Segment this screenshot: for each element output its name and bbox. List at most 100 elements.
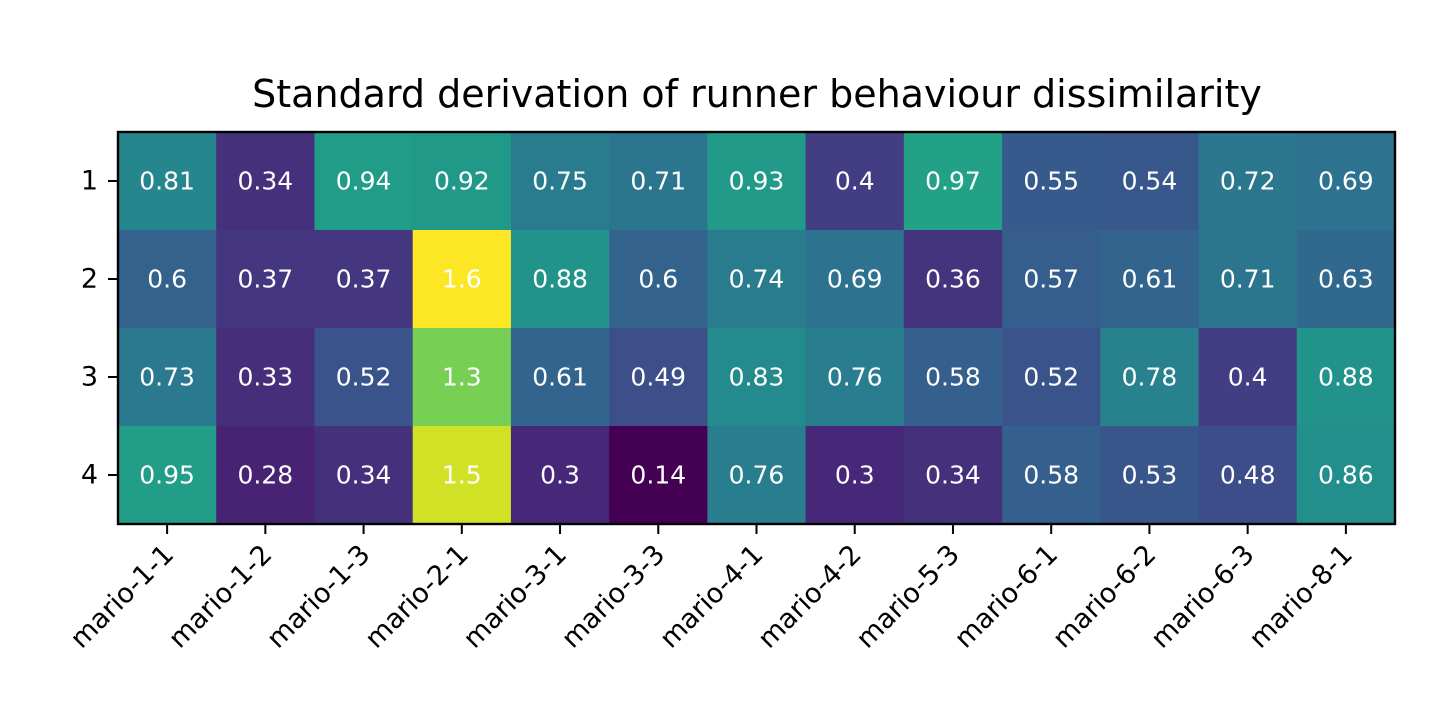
x-tick-label: mario-3-1 bbox=[458, 539, 573, 654]
heatmap-cell bbox=[1100, 132, 1200, 231]
y-axis: 1 2 3 4 bbox=[81, 166, 118, 491]
heatmap-cell bbox=[412, 230, 512, 329]
cell-value-label: 0.3 bbox=[540, 461, 580, 490]
cell-value-label: 0.37 bbox=[336, 265, 392, 294]
x-tick-label: mario-2-1 bbox=[359, 539, 474, 654]
heatmap-cell bbox=[707, 230, 807, 329]
cell-value-label: 0.36 bbox=[925, 265, 981, 294]
heatmap-cells bbox=[118, 132, 1396, 525]
cell-value-label: 0.6 bbox=[638, 265, 678, 294]
heatmap-cell bbox=[903, 426, 1003, 525]
heatmap-cell bbox=[1002, 426, 1101, 525]
cell-value-label: 0.61 bbox=[532, 363, 588, 392]
heatmap-cell bbox=[510, 328, 610, 427]
heatmap-cell bbox=[805, 230, 905, 329]
y-tick-label: 1 bbox=[81, 166, 98, 197]
x-tick-label: mario-6-3 bbox=[1145, 539, 1260, 654]
x-tick-label: mario-1-3 bbox=[261, 539, 376, 654]
heatmap-cell bbox=[609, 230, 708, 329]
x-tick-label: mario-4-2 bbox=[752, 539, 867, 654]
cell-value-label: 0.28 bbox=[238, 461, 294, 490]
x-tick-label: mario-3-3 bbox=[556, 539, 671, 654]
heatmap-cell bbox=[510, 132, 610, 231]
cell-value-label: 0.93 bbox=[729, 167, 785, 196]
heatmap-cell bbox=[1002, 230, 1101, 329]
heatmap-cell bbox=[118, 328, 217, 427]
cell-value-label: 0.58 bbox=[1023, 461, 1079, 490]
cell-value-label: 0.49 bbox=[630, 363, 686, 392]
cell-value-label: 1.6 bbox=[442, 265, 482, 294]
heatmap-cell bbox=[1296, 230, 1396, 329]
cell-value-label: 0.73 bbox=[139, 363, 195, 392]
x-tick-label: mario-5-3 bbox=[850, 539, 965, 654]
cell-value-label: 0.54 bbox=[1122, 167, 1178, 196]
y-tick-label: 2 bbox=[81, 264, 98, 295]
heatmap-cell bbox=[510, 426, 610, 525]
cell-value-label: 0.74 bbox=[729, 265, 785, 294]
heatmap-cell bbox=[216, 132, 316, 231]
heatmap-cell bbox=[805, 426, 905, 525]
cell-value-label: 0.34 bbox=[336, 461, 392, 490]
heatmap-cell bbox=[903, 132, 1003, 231]
cell-value-label: 0.95 bbox=[139, 461, 195, 490]
cell-value-label: 0.71 bbox=[1220, 265, 1276, 294]
cell-value-label: 0.88 bbox=[532, 265, 588, 294]
heatmap-cell bbox=[1002, 132, 1101, 231]
cell-value-label: 0.37 bbox=[238, 265, 294, 294]
cell-value-label: 0.81 bbox=[139, 167, 195, 196]
cell-value-label: 0.14 bbox=[630, 461, 686, 490]
cell-value-label: 0.69 bbox=[1318, 167, 1374, 196]
cell-value-label: 1.3 bbox=[442, 363, 482, 392]
x-tick-label: mario-1-1 bbox=[65, 539, 180, 654]
heatmap-cell bbox=[216, 328, 316, 427]
heatmap-cell bbox=[412, 132, 512, 231]
x-tick-label: mario-4-1 bbox=[654, 539, 769, 654]
cell-value-label: 0.57 bbox=[1023, 265, 1079, 294]
x-tick-label: mario-6-2 bbox=[1047, 539, 1162, 654]
cell-value-label: 0.97 bbox=[925, 167, 981, 196]
cell-value-label: 0.78 bbox=[1122, 363, 1178, 392]
heatmap-cell bbox=[1100, 426, 1200, 525]
heatmap-cell bbox=[118, 426, 217, 525]
cell-value-label: 1.5 bbox=[442, 461, 482, 490]
cell-value-label: 0.52 bbox=[336, 363, 392, 392]
cell-value-label: 0.83 bbox=[729, 363, 785, 392]
cell-value-label: 0.76 bbox=[729, 461, 785, 490]
cell-value-label: 0.86 bbox=[1318, 461, 1374, 490]
cell-value-label: 0.33 bbox=[238, 363, 294, 392]
cell-value-label: 0.94 bbox=[336, 167, 392, 196]
cell-value-label: 0.72 bbox=[1220, 167, 1276, 196]
cell-value-label: 0.4 bbox=[835, 167, 875, 196]
cell-value-label: 0.6 bbox=[147, 265, 187, 294]
cell-value-label: 0.69 bbox=[827, 265, 883, 294]
heatmap-cell bbox=[707, 132, 807, 231]
y-tick-label: 4 bbox=[81, 460, 98, 491]
heatmap-cell bbox=[707, 426, 807, 525]
heatmap-cell bbox=[1198, 132, 1298, 231]
cell-value-label: 0.55 bbox=[1023, 167, 1079, 196]
x-tick-label: mario-8-1 bbox=[1243, 539, 1358, 654]
cell-value-label: 0.75 bbox=[532, 167, 588, 196]
cell-value-label: 0.53 bbox=[1122, 461, 1178, 490]
x-tick-label: mario-1-2 bbox=[163, 539, 278, 654]
heatmap-cell bbox=[1198, 230, 1298, 329]
cell-value-label: 0.92 bbox=[434, 167, 490, 196]
heatmap-cell bbox=[412, 426, 512, 525]
cell-value-label: 0.88 bbox=[1318, 363, 1374, 392]
heatmap-cell bbox=[903, 328, 1003, 427]
heatmap-cell bbox=[609, 132, 708, 231]
cell-value-label: 0.4 bbox=[1228, 363, 1268, 392]
heatmap-cell bbox=[1198, 328, 1298, 427]
cell-value-label: 0.34 bbox=[238, 167, 294, 196]
heatmap-cell bbox=[805, 328, 905, 427]
cell-value-label: 0.63 bbox=[1318, 265, 1374, 294]
heatmap-cell bbox=[609, 328, 708, 427]
heatmap-cell bbox=[1296, 328, 1396, 427]
heatmap-cell bbox=[1296, 426, 1396, 525]
x-axis: mario-1-1mario-1-2mario-1-3mario-2-1mari… bbox=[65, 524, 1359, 655]
heatmap-cell bbox=[118, 132, 217, 231]
heatmap-cell-labels: 0.81 0.34 0.94 0.92 0.75 0.71 0.93 0.4 0.97 0.55 0… bbox=[139, 167, 1373, 490]
cell-value-label: 0.3 bbox=[835, 461, 875, 490]
heatmap-cell bbox=[118, 230, 217, 329]
